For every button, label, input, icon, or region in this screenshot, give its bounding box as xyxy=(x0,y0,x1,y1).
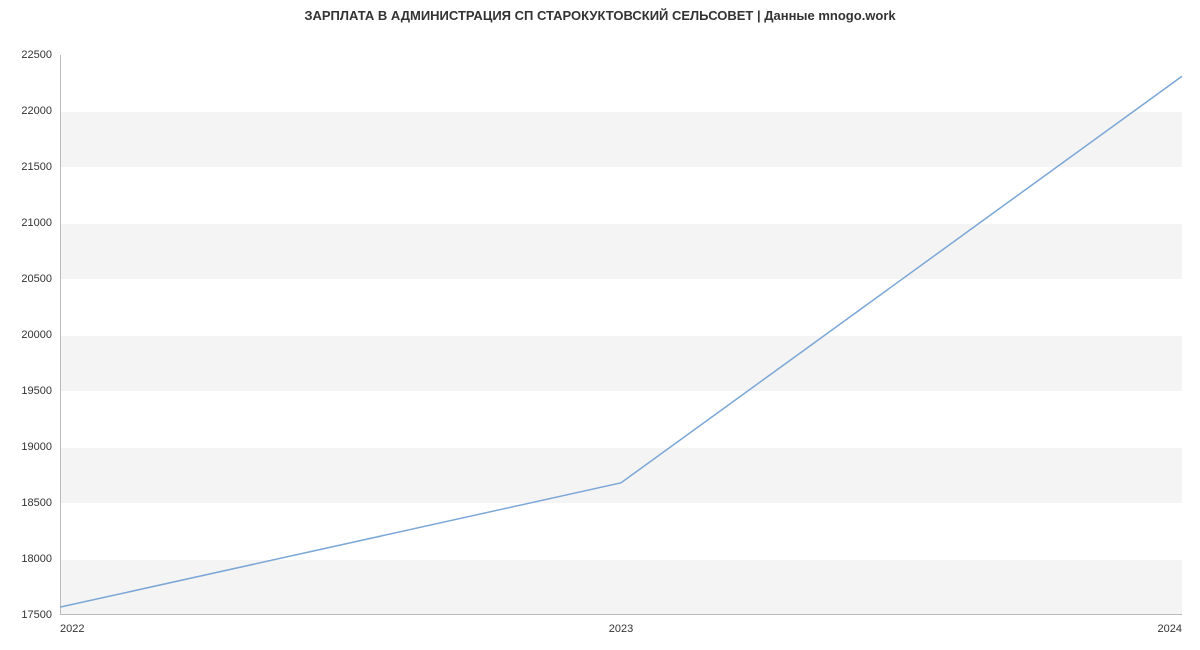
y-tick-label: 21500 xyxy=(21,161,60,173)
y-tick-label: 20000 xyxy=(21,329,60,341)
y-tick-label: 22500 xyxy=(21,49,60,61)
y-tick-label: 18500 xyxy=(21,497,60,509)
chart-container: ЗАРПЛАТА В АДМИНИСТРАЦИЯ СП СТАРОКУКТОВС… xyxy=(0,0,1200,650)
line-series xyxy=(60,55,1182,615)
plot-area: 1750018000185001900019500200002050021000… xyxy=(60,55,1182,615)
y-tick-label: 17500 xyxy=(21,609,60,621)
data-line xyxy=(60,76,1182,607)
x-tick-label: 2023 xyxy=(609,615,633,635)
x-tick-label: 2024 xyxy=(1158,615,1182,635)
chart-title: ЗАРПЛАТА В АДМИНИСТРАЦИЯ СП СТАРОКУКТОВС… xyxy=(0,8,1200,23)
y-tick-label: 20500 xyxy=(21,273,60,285)
y-tick-label: 22000 xyxy=(21,105,60,117)
y-tick-label: 18000 xyxy=(21,553,60,565)
y-tick-label: 19500 xyxy=(21,385,60,397)
y-tick-label: 19000 xyxy=(21,441,60,453)
x-tick-label: 2022 xyxy=(60,615,84,635)
y-tick-label: 21000 xyxy=(21,217,60,229)
